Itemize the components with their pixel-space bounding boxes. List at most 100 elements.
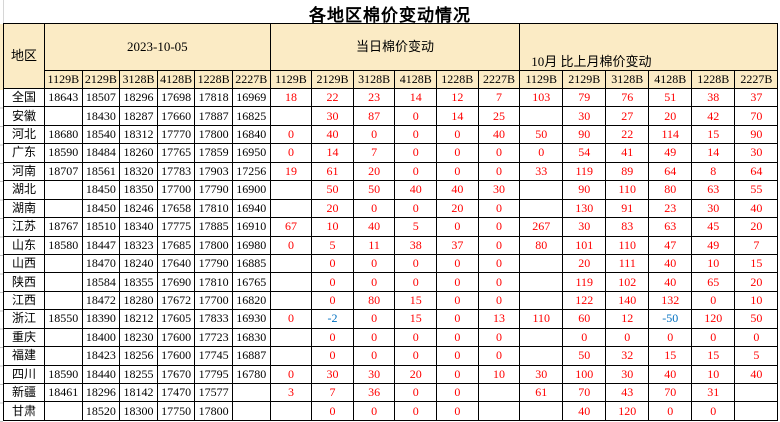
daily-change-cell: 61 (311, 161, 354, 182)
price-cell: 18255 (119, 364, 158, 385)
monthly-change-cell: 60 (562, 309, 607, 329)
table-row: 湖北 18450 18350 17700 17790 16900 50 50 40 40 30 90 1… (3, 180, 779, 200)
monthly-change-cell: 90 (562, 124, 607, 145)
price-cell: 17600 (156, 327, 196, 348)
daily-change-cell: 0 (311, 253, 354, 274)
price-cell: 17885 (194, 217, 233, 237)
daily-change-cell: 0 (477, 217, 521, 237)
monthly-change-cell: 31 (691, 382, 736, 403)
daily-change-cell: 80 (352, 290, 396, 311)
daily-change-cell: 0 (394, 272, 438, 292)
monthly-change-cell: 22 (605, 124, 650, 145)
edge-gridline (3, 0, 4, 23)
price-cell: 16885 (231, 253, 271, 274)
region-cell: 安徽 (3, 106, 45, 126)
monthly-change-cell: 120 (691, 309, 736, 329)
daily-change-cell: 0 (436, 253, 479, 274)
column-header-2129b: 2129B (562, 70, 607, 89)
region-cell: 福建 (3, 346, 45, 366)
monthly-change-cell: 20 (648, 106, 693, 126)
monthly-change-cell (734, 382, 779, 403)
monthly-change-cell: 90 (734, 124, 779, 145)
price-cell: 17790 (194, 253, 233, 274)
daily-change-cell (269, 346, 313, 366)
region-cell: 河南 (3, 161, 45, 182)
monthly-change-cell: -50 (648, 309, 693, 329)
price-cell (44, 290, 83, 311)
region-cell: 山西 (3, 253, 45, 274)
price-cell: 18296 (119, 87, 158, 108)
daily-change-cell: 40 (352, 217, 396, 237)
price-cell: 17810 (194, 198, 233, 219)
daily-change-cell: 0 (477, 327, 521, 348)
monthly-change-cell: 30 (734, 143, 779, 163)
monthly-change-cell: 30 (605, 364, 650, 385)
monthly-change-cell: 0 (691, 290, 736, 311)
daily-change-cell: 20 (436, 198, 479, 219)
region-cell: 新疆 (3, 382, 45, 403)
price-cell: 18461 (44, 382, 83, 403)
price-cell: 17818 (194, 87, 233, 108)
price-cell: 18212 (119, 309, 158, 329)
price-cell: 18246 (119, 198, 158, 219)
group-header-row: 地区 2023-10-05 当日棉价变动 10月 比上月棉价变动 (3, 23, 779, 89)
column-header-2227b: 2227B (477, 70, 521, 89)
price-cell: 17745 (194, 346, 233, 366)
price-cell: 17723 (194, 327, 233, 348)
daily-change-cell (269, 180, 313, 200)
monthly-change-cell: 5 (734, 346, 779, 366)
monthly-change-cell: 110 (605, 235, 650, 255)
price-cell: 18470 (81, 253, 121, 274)
monthly-change-cell: 103 (519, 87, 564, 108)
daily-change-cell: 0 (436, 143, 479, 163)
monthly-change-cell: 50 (519, 124, 564, 145)
monthly-change-cell: 32 (605, 346, 650, 366)
price-cell (44, 272, 83, 292)
column-header-3128b: 3128B (352, 70, 396, 89)
daily-change-cell: 0 (436, 272, 479, 292)
daily-change-cell: 0 (352, 401, 396, 421)
daily-change-cell: 0 (394, 161, 438, 182)
price-cell: 17795 (194, 364, 233, 385)
monthly-change-cell: 55 (734, 180, 779, 200)
monthly-change-cell: 40 (648, 272, 693, 292)
price-cell: 18323 (119, 235, 158, 255)
price-cell: 17600 (156, 346, 196, 366)
daily-change-cell: 18 (269, 87, 313, 108)
monthly-change-cell: 45 (691, 217, 736, 237)
monthly-change-cell: 64 (648, 161, 693, 182)
monthly-change-cell: 41 (605, 143, 650, 163)
monthly-change-cell: 30 (562, 106, 607, 126)
daily-change-cell: 14 (436, 106, 479, 126)
daily-change-cell: 50 (352, 180, 396, 200)
monthly-change-cell (519, 253, 564, 274)
monthly-change-cell: 7 (734, 235, 779, 255)
price-cell: 18280 (119, 290, 158, 311)
monthly-change-cell: 15 (734, 253, 779, 274)
table-row: 湖南 18450 18246 17658 17810 16940 20 0 0 20 0 130 91 2… (3, 198, 779, 219)
daily-change-cell: 0 (477, 143, 521, 163)
monthly-change-cell: 40 (734, 364, 779, 385)
daily-change-cell: 10 (311, 217, 354, 237)
monthly-change-cell: 132 (648, 290, 693, 311)
daily-change-cell: 0 (269, 235, 313, 255)
price-cell: 17810 (194, 272, 233, 292)
price-cell: 18287 (119, 106, 158, 126)
monthly-change-cell: 10 (734, 290, 779, 311)
region-cell: 湖南 (3, 198, 45, 219)
daily-change-cell (269, 106, 313, 126)
group-header-monthly-change: 10月 比上月棉价变动 (519, 23, 779, 71)
price-cell: 18296 (81, 382, 121, 403)
monthly-change-cell: 40 (734, 198, 779, 219)
column-header-1129b: 1129B (44, 70, 83, 89)
table-row: 江西 18472 18280 17672 17700 16820 0 80 15 0 0 122 140… (3, 290, 779, 311)
daily-change-cell: 0 (352, 327, 396, 348)
daily-change-cell: 0 (477, 161, 521, 182)
price-cell: 18312 (119, 124, 158, 145)
monthly-change-cell: 30 (562, 217, 607, 237)
price-cell: 18510 (81, 217, 121, 237)
price-cell: 17470 (156, 382, 196, 403)
monthly-change-cell: 61 (519, 382, 564, 403)
daily-change-cell: 0 (394, 327, 438, 348)
daily-change-cell: 0 (311, 272, 354, 292)
